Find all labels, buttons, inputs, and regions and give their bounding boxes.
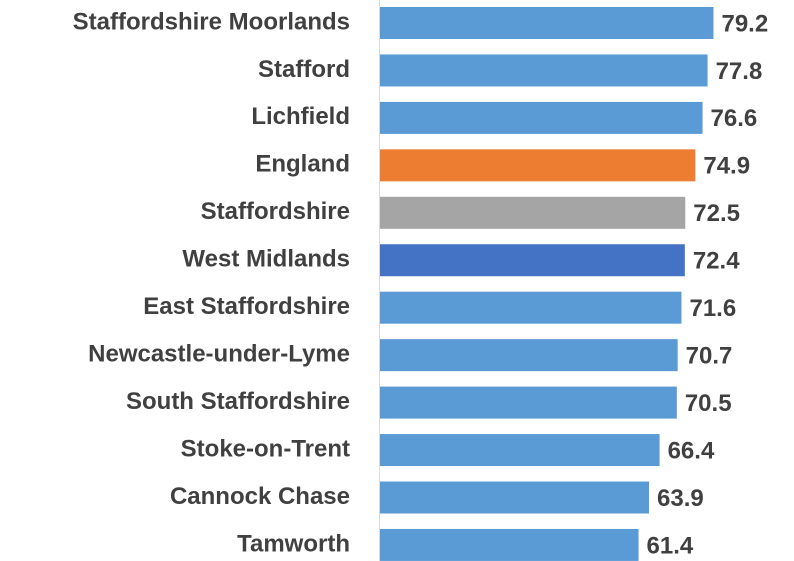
category-label: Newcastle-under-Lyme	[88, 340, 350, 367]
value-label: 61.4	[647, 532, 694, 559]
bar	[380, 291, 682, 324]
value-label: 66.4	[668, 437, 715, 464]
category-label: Tamworth	[237, 530, 350, 557]
category-label: Lichfield	[251, 103, 350, 130]
value-label: 71.6	[689, 295, 736, 322]
category-label: Stafford	[258, 56, 350, 83]
bar	[380, 54, 708, 87]
category-label: Staffordshire Moorlands	[73, 8, 350, 35]
category-label: Staffordshire	[201, 198, 350, 225]
value-label: 79.2	[721, 10, 768, 37]
value-label: 70.5	[685, 390, 732, 417]
category-label: Stoke-on-Trent	[181, 435, 350, 462]
bar	[380, 7, 714, 39]
category-label: Cannock Chase	[170, 483, 350, 510]
bar	[380, 339, 678, 372]
category-label: South Staffordshire	[126, 388, 350, 415]
value-label: 76.6	[711, 105, 758, 132]
bar	[380, 244, 685, 277]
bar	[380, 386, 677, 419]
value-label: 72.4	[693, 248, 740, 275]
bar	[380, 101, 703, 134]
bar	[380, 196, 686, 229]
bar	[380, 528, 639, 561]
bar	[380, 434, 660, 467]
value-label: 77.8	[716, 58, 763, 85]
value-label: 74.9	[703, 153, 750, 180]
value-label: 63.9	[657, 485, 704, 512]
category-label: West Midlands	[182, 246, 350, 273]
bar	[380, 149, 696, 182]
category-label: England	[255, 151, 350, 178]
value-label: 70.7	[686, 342, 733, 369]
category-label: East Staffordshire	[143, 293, 350, 320]
value-label: 72.5	[693, 200, 740, 227]
bar	[380, 481, 650, 514]
